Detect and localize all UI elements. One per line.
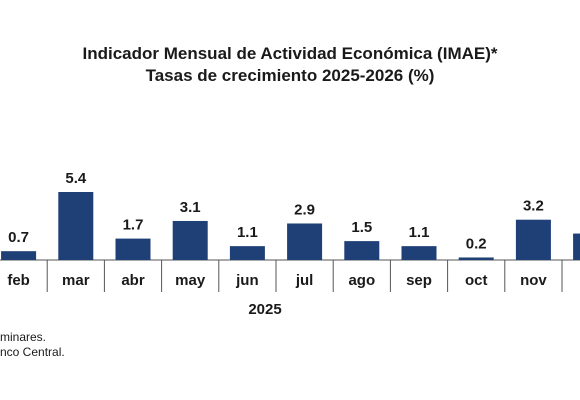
- value-label-jun: 1.1: [237, 224, 258, 241]
- value-label-ago: 1.5: [351, 219, 372, 236]
- bar-jul: [287, 223, 323, 260]
- value-label-abr: 1.7: [123, 217, 144, 234]
- bar-may: [172, 220, 208, 260]
- bar-sep: [401, 246, 437, 260]
- bar-feb: [1, 251, 37, 260]
- category-label-mar: mar: [62, 272, 90, 289]
- category-label-oct: oct: [465, 272, 488, 289]
- year-label: 2025: [248, 301, 281, 318]
- category-label-nov: nov: [520, 272, 547, 289]
- bar-nov: [515, 219, 551, 260]
- value-label-mar: 5.4: [65, 170, 87, 187]
- bar-abr: [115, 238, 151, 260]
- value-label-nov: 3.2: [523, 198, 544, 215]
- footnote-source: nco Central.: [0, 345, 65, 359]
- bar-di: [573, 233, 580, 260]
- category-label-ago: ago: [348, 272, 375, 289]
- footnote-preliminary: minares.: [0, 330, 47, 344]
- category-label-abr: abr: [121, 272, 145, 289]
- value-label-may: 3.1: [180, 199, 201, 216]
- bar-ago: [344, 241, 380, 260]
- value-label-oct: 0.2: [466, 235, 487, 252]
- value-label-feb: 0.7: [8, 229, 29, 246]
- bar-jun: [229, 246, 265, 260]
- category-label-feb: feb: [7, 272, 30, 289]
- value-label-sep: 1.1: [409, 224, 430, 241]
- category-label-sep: sep: [406, 272, 432, 289]
- chart-subtitle: Tasas de crecimiento 2025-2026 (%): [145, 66, 435, 85]
- category-label-may: may: [175, 272, 206, 289]
- value-label-jul: 2.9: [294, 201, 315, 218]
- chart-title: Indicador Mensual de Actividad Económica…: [82, 44, 498, 63]
- category-label-jun: jun: [235, 272, 259, 289]
- bar-oct: [458, 257, 494, 260]
- category-label-jul: jul: [295, 272, 314, 289]
- bar-mar: [58, 192, 94, 260]
